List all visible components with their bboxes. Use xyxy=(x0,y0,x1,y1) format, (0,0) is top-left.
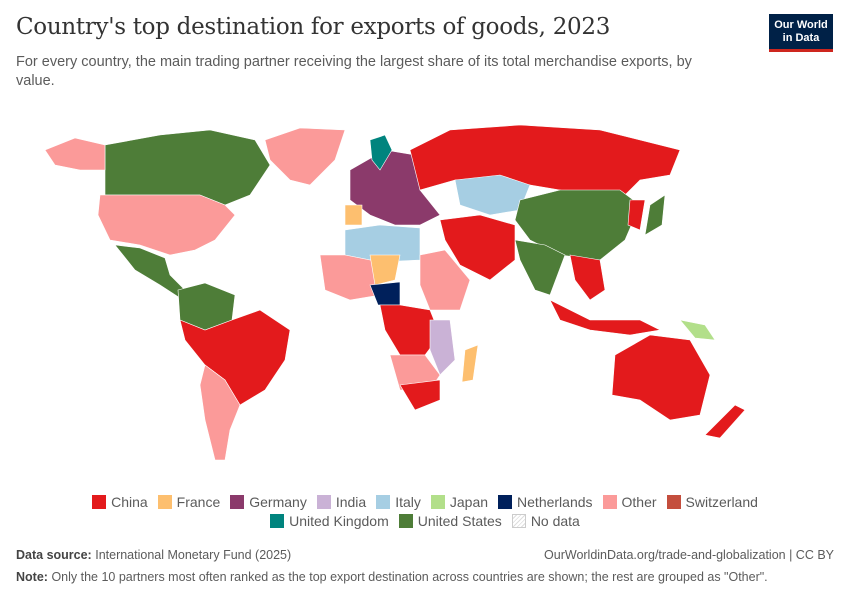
region-new-zealand[interactable] xyxy=(704,404,746,439)
region-usa[interactable] xyxy=(97,194,236,256)
region-gulf-of-guinea[interactable] xyxy=(369,281,401,306)
legend-item-netherlands[interactable]: Netherlands xyxy=(498,494,593,510)
logo-line2: in Data xyxy=(782,32,820,44)
legend-item-other[interactable]: Other xyxy=(602,494,657,510)
chart-title: Country's top destination for exports of… xyxy=(16,14,611,40)
legend-item-germany[interactable]: Germany xyxy=(230,494,307,510)
legend-swatch xyxy=(316,495,331,509)
region-canada[interactable] xyxy=(104,129,271,206)
legend-label: China xyxy=(111,494,148,510)
legend-swatch xyxy=(398,514,413,528)
region-japan-korea[interactable] xyxy=(627,199,646,231)
region-indonesia[interactable] xyxy=(549,299,661,336)
region-alaska[interactable] xyxy=(44,137,106,171)
owid-logo[interactable]: Our World in Data xyxy=(769,14,833,52)
legend-item-no-data[interactable]: No data xyxy=(511,513,580,529)
note-label: Note: xyxy=(16,570,48,584)
legend-label: India xyxy=(335,494,367,510)
legend-swatch xyxy=(230,495,245,509)
region-china[interactable] xyxy=(514,189,641,261)
legend-swatch xyxy=(666,495,681,509)
region-uk-norway[interactable] xyxy=(369,134,393,171)
legend-label: No data xyxy=(530,513,580,529)
region-madagascar[interactable] xyxy=(461,344,479,383)
legend-item-switzerland[interactable]: Switzerland xyxy=(666,494,758,510)
legend-label: Japan xyxy=(449,494,489,510)
legend-label: Italy xyxy=(395,494,421,510)
legend-swatch xyxy=(498,495,513,509)
note: Note: Only the 10 partners most often ra… xyxy=(16,570,768,584)
region-iberia[interactable] xyxy=(344,204,363,226)
legend-label: France xyxy=(176,494,221,510)
legend-item-italy[interactable]: Italy xyxy=(376,494,421,510)
region-south-africa[interactable] xyxy=(399,379,441,411)
legend-item-united-kingdom[interactable]: United Kingdom xyxy=(270,513,389,529)
legend-swatch xyxy=(157,495,172,509)
data-source: Data source: International Monetary Fund… xyxy=(16,548,291,562)
world-map xyxy=(44,124,746,461)
legend-item-china[interactable]: China xyxy=(92,494,148,510)
legend-item-france[interactable]: France xyxy=(157,494,221,510)
legend-item-japan[interactable]: Japan xyxy=(430,494,489,510)
region-middle-east[interactable] xyxy=(439,214,516,281)
region-india[interactable] xyxy=(514,239,566,296)
region-southern-cone[interactable] xyxy=(199,364,241,461)
chart-subtitle: For every country, the main trading part… xyxy=(16,54,692,89)
legend-swatch xyxy=(430,495,445,509)
legend-item-india[interactable]: India xyxy=(316,494,367,510)
legend-label: Netherlands xyxy=(517,494,593,510)
legend-label: Other xyxy=(621,494,657,510)
region-sahel[interactable] xyxy=(369,254,401,286)
legend-swatch xyxy=(92,495,107,509)
region-southeast-asia[interactable] xyxy=(569,254,606,301)
region-east-africa[interactable] xyxy=(419,249,471,311)
legend-item-united-states[interactable]: United States xyxy=(398,513,502,529)
legend-label: Germany xyxy=(249,494,307,510)
source-text[interactable]: International Monetary Fund (2025) xyxy=(95,548,292,562)
region-brazil-peru[interactable] xyxy=(179,309,291,406)
note-text: Only the 10 partners most often ranked a… xyxy=(51,570,768,584)
region-tanzania-mozambique[interactable] xyxy=(429,319,456,376)
legend-label: United States xyxy=(417,513,502,529)
source-url[interactable]: OurWorldinData.org/trade-and-globalizati… xyxy=(544,548,834,562)
legend-swatch xyxy=(270,514,285,528)
region-australia[interactable] xyxy=(611,334,711,421)
legend-swatch xyxy=(376,495,391,509)
region-png[interactable] xyxy=(679,319,716,341)
legend-row-2: United Kingdom United States No data xyxy=(0,513,850,531)
legend-swatch xyxy=(511,514,526,528)
region-japan[interactable] xyxy=(644,194,666,236)
logo-line1: Our World xyxy=(774,19,828,31)
legend-row-1: China France Germany India Italy Japan Netherl… xyxy=(0,494,850,512)
legend-swatch xyxy=(602,495,617,509)
source-label: Data source: xyxy=(16,548,92,562)
legend-label: Switzerland xyxy=(685,494,758,510)
legend-label: United Kingdom xyxy=(289,513,389,529)
region-russia[interactable] xyxy=(409,124,681,201)
region-greenland[interactable] xyxy=(264,127,346,186)
